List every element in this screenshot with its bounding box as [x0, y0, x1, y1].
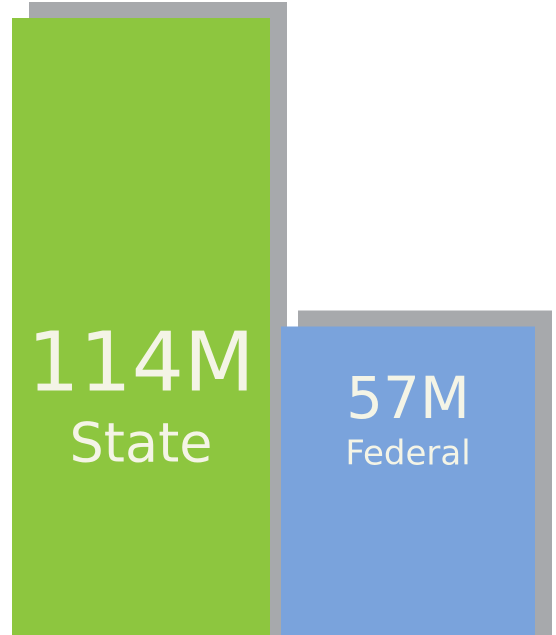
bar [281, 326, 535, 635]
bar [12, 18, 270, 635]
category-label: Federal [345, 434, 470, 474]
value-label: 114M [27, 315, 254, 410]
category-label: State [70, 412, 213, 475]
value-label: 57M [346, 364, 470, 432]
